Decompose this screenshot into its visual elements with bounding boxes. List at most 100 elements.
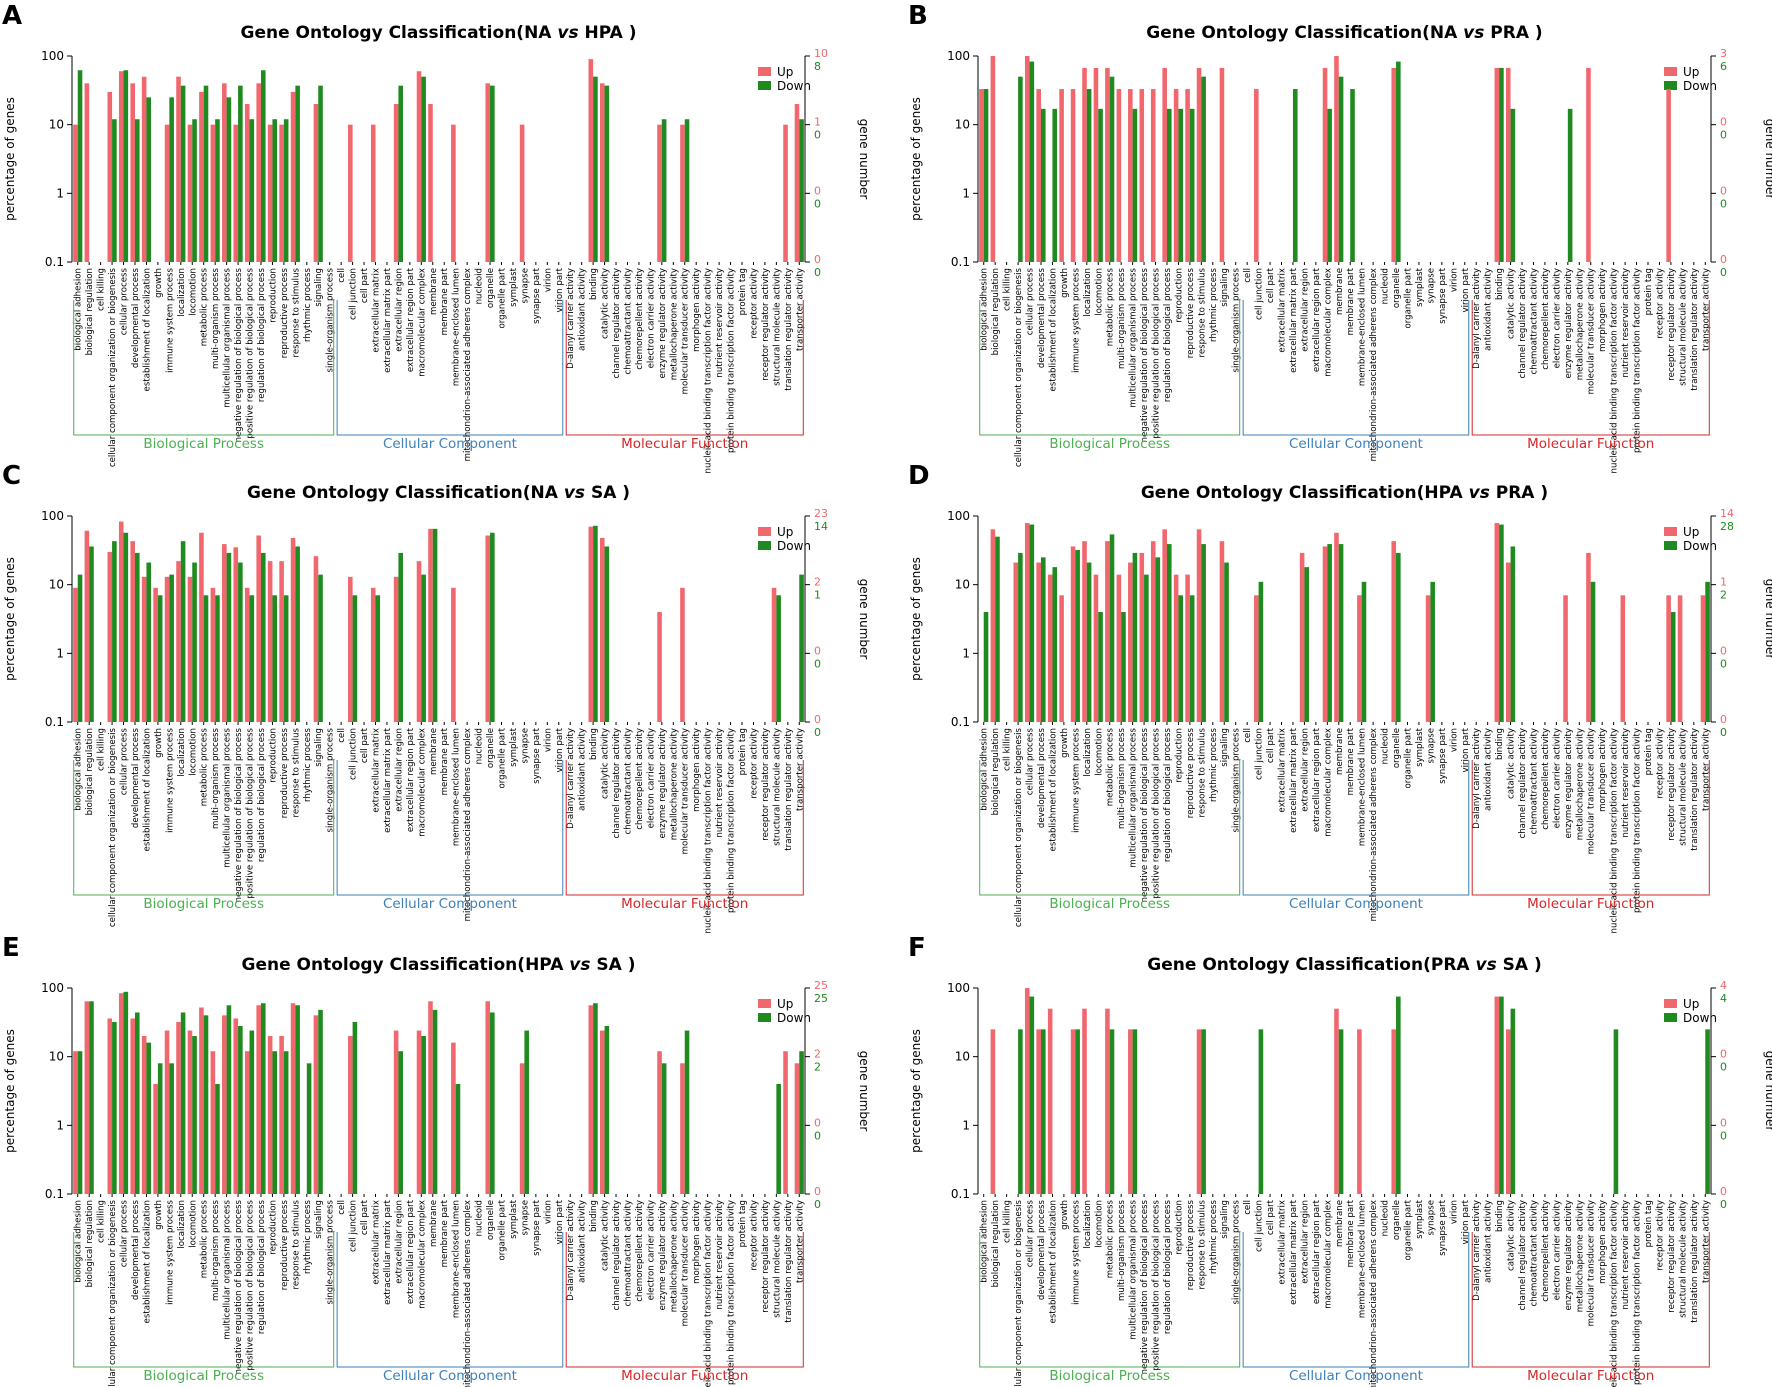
bar-up — [1196, 529, 1202, 722]
bar-down — [375, 595, 381, 722]
bar-up — [990, 56, 996, 262]
bar-down — [123, 991, 129, 1194]
x-tick-label: multi-organism process — [1117, 727, 1127, 829]
title-title-prefix: Gene Ontology Classification( — [247, 483, 531, 503]
x-tick-label: growth — [1060, 728, 1070, 758]
legend-down-label: Down — [777, 539, 811, 553]
x-tick-label: synapse — [520, 1200, 530, 1236]
x-tick-label: translation regulator activity — [1690, 1200, 1700, 1323]
legend-up-swatch — [1664, 999, 1677, 1008]
x-tick-label: protein binding transcription factor act… — [727, 728, 737, 913]
bar-down — [1510, 108, 1516, 263]
bar-up — [130, 83, 135, 262]
bar-down — [77, 70, 83, 262]
bar-down — [1224, 562, 1229, 722]
title-title-suffix: ) — [629, 23, 637, 43]
x-tick-label: organelle — [486, 1200, 496, 1240]
x-tick-label: nucleoid — [475, 1200, 485, 1236]
bar-up — [118, 993, 124, 1194]
bar-down — [593, 76, 598, 263]
x-tick-label: receptor regulator activity — [761, 1200, 771, 1313]
x-tick-label: extracellular matrix part — [1289, 1199, 1299, 1305]
y2-down-tick-label: 1 — [814, 589, 821, 602]
bar-down — [1109, 534, 1115, 722]
x-tick-label: cell junction — [349, 268, 359, 320]
bar-up — [1150, 541, 1156, 722]
group-bracket-bp — [73, 1232, 335, 1368]
bar-down — [1670, 611, 1676, 722]
x-tick-label: locomotion — [188, 1200, 198, 1248]
bar-down — [283, 119, 289, 262]
chart-title: Gene Ontology Classification(NA vs HPA ) — [241, 23, 637, 43]
x-tick-label: protein binding transcription factor act… — [727, 1200, 737, 1385]
bar-up — [416, 561, 422, 722]
x-tick-label: virion part — [555, 1199, 565, 1244]
bar-up — [107, 91, 113, 262]
bar-down — [776, 1083, 781, 1194]
bar-down — [226, 1005, 232, 1194]
x-tick-label: signaling — [314, 268, 324, 307]
x-tick-label: regulation of biological process — [257, 727, 267, 862]
y2-up-tick-label: 0 — [814, 253, 821, 266]
panel-F: F Gene Ontology Classification(PRA vs SA … — [908, 933, 1772, 1387]
y-tick-label: 0.1 — [45, 1187, 64, 1201]
y-tick-label: 0.1 — [45, 715, 64, 729]
y2-up-tick-label: 0 — [814, 644, 821, 657]
x-tick-label: developmental process — [1037, 1199, 1047, 1300]
x-tick-label: localization — [177, 268, 187, 317]
group-label-cc: Cellular Component — [383, 1368, 517, 1384]
x-tick-label: establishment of localization — [1048, 728, 1058, 851]
x-tick-label: virion — [543, 728, 553, 752]
legend-up-label: Up — [1683, 525, 1699, 539]
x-tick-label: biological regulation — [85, 728, 95, 815]
y-tick-label: 100 — [947, 49, 970, 63]
y2-up-tick-label: 14 — [1720, 507, 1734, 520]
x-tick-label: single-organism process — [326, 267, 336, 372]
bar-down — [593, 525, 598, 722]
legend-down-swatch — [758, 1013, 771, 1022]
bar-down — [260, 70, 266, 262]
x-tick-label: negative regulation of biological proces… — [234, 1199, 244, 1374]
x-tick-label: biological adhesion — [980, 1200, 990, 1283]
group-bracket-bp — [979, 300, 1241, 436]
bar-up — [107, 1018, 113, 1194]
bar-down — [421, 574, 426, 722]
bar-down — [1590, 581, 1596, 722]
x-tick-label: synapse — [1426, 268, 1436, 304]
legend-up-swatch — [758, 999, 771, 1008]
x-tick-label: establishment of localization — [1048, 268, 1058, 391]
bar-down — [238, 1025, 243, 1194]
bar-up — [199, 1007, 204, 1194]
x-tick-label: positive regulation of biological proces… — [246, 267, 256, 438]
x-tick-label: extracellular region part — [1312, 727, 1322, 832]
x-tick-label: immune system process — [1071, 1199, 1081, 1304]
bar-up — [1173, 574, 1179, 722]
panel-letter: E — [2, 933, 20, 963]
y2-axis-title: gene number — [1763, 579, 1772, 660]
x-tick-label: protein tag — [1644, 728, 1654, 775]
x-tick-label: molecular transducer activity — [1587, 268, 1597, 394]
bar-up — [1299, 552, 1305, 722]
bar-down — [1499, 524, 1504, 722]
x-tick-label: locomotion — [188, 268, 198, 316]
x-tick-label: membrane part — [440, 727, 450, 795]
y2-down-tick-label: 0 — [1720, 1061, 1727, 1074]
x-tick-label: cellular component organization or bioge… — [108, 1199, 118, 1387]
bar-down — [180, 85, 186, 262]
bar-up — [370, 124, 376, 263]
x-tick-label: organelle — [1392, 728, 1402, 768]
x-tick-label: localization — [177, 728, 187, 777]
x-tick-label: binding — [589, 268, 599, 300]
x-tick-label: membrane-enclosed lumen — [452, 1200, 462, 1318]
bar-down — [192, 119, 197, 262]
bar-up — [1047, 574, 1053, 722]
bar-down — [238, 85, 243, 262]
x-tick-label: nutrient reservoir activity — [715, 728, 725, 838]
x-tick-label: membrane — [1335, 1200, 1345, 1247]
x-tick-label: nucleoid — [1381, 268, 1391, 304]
bar-down — [169, 97, 174, 262]
bar-down — [272, 595, 278, 722]
bar-down — [1258, 581, 1264, 722]
bar-down — [318, 1009, 323, 1194]
bar-down — [1052, 108, 1058, 263]
